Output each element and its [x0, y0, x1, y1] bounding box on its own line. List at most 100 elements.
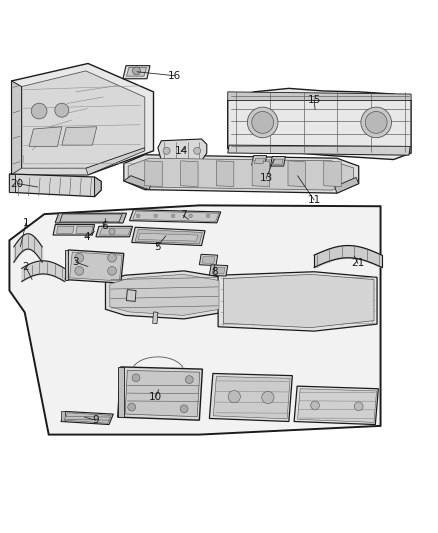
Circle shape: [109, 229, 115, 235]
Circle shape: [206, 214, 210, 217]
Polygon shape: [65, 250, 124, 283]
Circle shape: [180, 405, 188, 413]
Polygon shape: [61, 411, 113, 425]
Polygon shape: [228, 88, 411, 159]
Circle shape: [154, 214, 157, 217]
Polygon shape: [297, 389, 377, 422]
Polygon shape: [127, 289, 136, 302]
Polygon shape: [145, 161, 162, 187]
Polygon shape: [65, 250, 68, 280]
Text: 5: 5: [154, 242, 160, 252]
Polygon shape: [213, 376, 290, 419]
Polygon shape: [228, 92, 411, 101]
Polygon shape: [223, 274, 374, 328]
Polygon shape: [96, 227, 133, 237]
Polygon shape: [127, 67, 147, 76]
Polygon shape: [158, 139, 207, 161]
Polygon shape: [55, 213, 63, 223]
Circle shape: [137, 214, 140, 217]
Polygon shape: [12, 63, 153, 175]
Polygon shape: [118, 367, 124, 417]
Circle shape: [163, 147, 170, 154]
Polygon shape: [138, 233, 198, 241]
Polygon shape: [10, 174, 14, 192]
Text: 6: 6: [101, 221, 108, 231]
Text: 1: 1: [23, 218, 29, 228]
Polygon shape: [209, 265, 228, 276]
Text: 16: 16: [168, 71, 181, 80]
Polygon shape: [110, 274, 219, 316]
Circle shape: [132, 374, 140, 382]
Circle shape: [194, 147, 201, 154]
Circle shape: [354, 402, 363, 410]
Polygon shape: [57, 227, 74, 233]
Circle shape: [75, 253, 84, 262]
Polygon shape: [58, 215, 125, 222]
Polygon shape: [125, 370, 200, 417]
Polygon shape: [273, 159, 283, 164]
Text: 13: 13: [260, 173, 273, 183]
Circle shape: [128, 403, 136, 411]
Text: 8: 8: [211, 267, 218, 277]
Circle shape: [75, 266, 84, 275]
Polygon shape: [209, 374, 292, 422]
Polygon shape: [99, 228, 131, 235]
Polygon shape: [271, 157, 286, 166]
Polygon shape: [119, 213, 127, 223]
Polygon shape: [128, 158, 353, 190]
Polygon shape: [29, 127, 62, 147]
Circle shape: [361, 107, 392, 138]
Circle shape: [108, 266, 117, 275]
Polygon shape: [180, 161, 198, 187]
Polygon shape: [202, 256, 215, 263]
Circle shape: [133, 67, 141, 75]
Text: 20: 20: [11, 179, 24, 189]
Polygon shape: [95, 177, 101, 197]
Circle shape: [171, 214, 175, 217]
Polygon shape: [61, 411, 65, 422]
Circle shape: [311, 401, 319, 410]
Circle shape: [252, 111, 274, 133]
Polygon shape: [288, 161, 305, 187]
Polygon shape: [216, 161, 234, 187]
Polygon shape: [76, 227, 93, 233]
Text: 14: 14: [174, 146, 187, 156]
Text: 7: 7: [180, 211, 187, 221]
Polygon shape: [218, 272, 377, 331]
Polygon shape: [130, 210, 221, 223]
Polygon shape: [12, 81, 21, 175]
Polygon shape: [124, 176, 151, 190]
Circle shape: [262, 391, 274, 403]
Polygon shape: [324, 161, 341, 187]
Polygon shape: [10, 205, 381, 434]
Polygon shape: [86, 148, 145, 175]
Text: 3: 3: [72, 257, 79, 267]
Polygon shape: [70, 252, 122, 281]
Polygon shape: [12, 168, 88, 175]
Text: 21: 21: [351, 259, 364, 269]
Polygon shape: [106, 271, 223, 319]
Text: 15: 15: [307, 95, 321, 104]
Polygon shape: [152, 312, 158, 324]
Polygon shape: [335, 177, 359, 193]
Text: 2: 2: [23, 262, 29, 272]
Text: 11: 11: [307, 195, 321, 205]
Polygon shape: [228, 145, 410, 155]
Polygon shape: [252, 161, 270, 187]
Polygon shape: [53, 224, 95, 235]
Polygon shape: [252, 156, 267, 165]
Polygon shape: [123, 66, 150, 79]
Polygon shape: [21, 71, 145, 168]
Circle shape: [185, 376, 193, 384]
Text: 10: 10: [148, 392, 162, 402]
Circle shape: [108, 253, 117, 262]
Polygon shape: [62, 127, 97, 145]
Text: 4: 4: [83, 232, 90, 242]
Polygon shape: [64, 413, 111, 423]
Polygon shape: [294, 386, 378, 425]
Polygon shape: [118, 367, 202, 420]
Polygon shape: [124, 155, 359, 193]
Polygon shape: [254, 158, 265, 164]
Polygon shape: [133, 211, 219, 222]
Text: 9: 9: [92, 415, 99, 425]
